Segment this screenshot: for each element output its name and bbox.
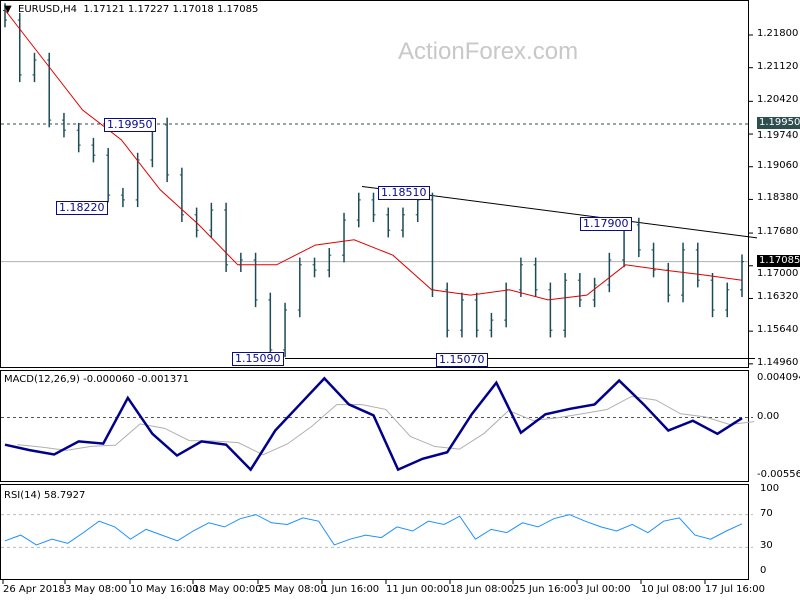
x-tick-label: 10 May 16:00 — [130, 584, 199, 595]
macd-panel-frame — [0, 370, 749, 482]
x-tick-label: 18 May 00:00 — [193, 584, 262, 595]
chart-title: EURUSD,H4 1.17121 1.17227 1.17018 1.1708… — [18, 4, 259, 15]
level-price-tag: 1.19950 — [757, 116, 800, 129]
macd-line — [4, 376, 743, 472]
macd-signal-line — [17, 395, 755, 456]
y-tick-label: 1.17680 — [757, 226, 799, 238]
y-tick-label: 1.21800 — [757, 28, 799, 39]
main-panel-frame — [0, 0, 749, 368]
y-tick-label: 1.19740 — [757, 129, 799, 141]
moving-average-line — [4, 9, 743, 301]
rsi-tick-label: 100 — [760, 483, 780, 494]
annotation-label: 1.17900 — [580, 217, 632, 231]
x-tick-label: 3 Jul 00:00 — [577, 584, 631, 595]
rsi-tick-label: 70 — [760, 507, 773, 519]
y-tick-label: 1.17000 — [757, 267, 799, 279]
macd-tick-label: 0.00 — [757, 411, 780, 423]
y-tick-label: 1.15640 — [757, 324, 799, 336]
x-tick-label: 11 Jun 00:00 — [386, 584, 450, 595]
collapse-icon[interactable]: ▼ — [4, 4, 12, 15]
rsi-line — [4, 514, 743, 546]
rsi-title: RSI(14) 58.7927 — [4, 490, 86, 501]
rsi-panel-frame — [0, 484, 749, 580]
annotation-label: 1.15090 — [232, 352, 284, 366]
x-tick-label: 17 Jul 16:00 — [705, 584, 765, 595]
y-tick-label: 1.20420 — [757, 94, 799, 106]
y-tick-label: 1.21120 — [757, 60, 799, 72]
y-tick-label: 1.18380 — [757, 192, 799, 204]
x-tick-label: 18 Jun 08:00 — [450, 584, 514, 595]
annotation-label: 1.15070 — [436, 353, 488, 367]
macd-title: MACD(12,26,9) -0.000060 -0.001371 — [4, 374, 189, 385]
last-price-tag: 1.17085 — [757, 254, 800, 267]
macd-tick-label: 0.004094 — [757, 372, 800, 383]
rsi-tick-label: 30 — [760, 540, 773, 552]
x-tick-label: 3 May 08:00 — [65, 584, 128, 595]
annotation-label: 1.18220 — [56, 201, 108, 215]
rsi-tick-label: 0 — [760, 565, 767, 576]
y-tick-label: 1.14960 — [757, 356, 799, 368]
x-tick-label: 26 Apr 2018 — [3, 584, 65, 595]
y-tick-label: 1.16320 — [757, 291, 799, 303]
watermark: ActionForex.com — [398, 38, 579, 65]
y-tick-label: 1.19060 — [757, 159, 799, 171]
x-tick-label: 1 Jun 16:00 — [322, 584, 380, 595]
x-tick-label: 10 Jul 08:00 — [641, 584, 701, 595]
annotation-label: 1.18510 — [378, 186, 430, 200]
macd-tick-label: -0.005568 — [757, 469, 800, 480]
annotation-label: 1.19950 — [104, 118, 156, 132]
x-tick-label: 25 Jun 16:00 — [513, 584, 577, 595]
x-tick-label: 25 May 08:00 — [258, 584, 327, 595]
